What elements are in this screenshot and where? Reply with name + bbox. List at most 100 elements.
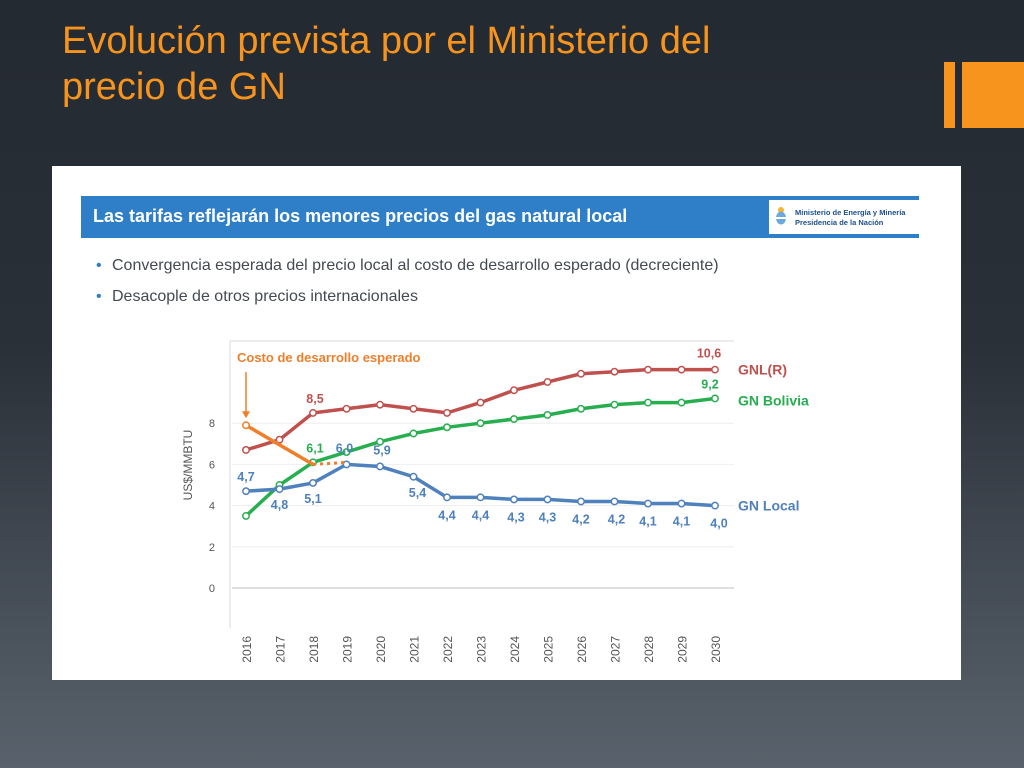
x-tick-label: 2022	[441, 636, 455, 663]
data-label: 4,4	[472, 508, 489, 522]
data-point	[610, 367, 619, 376]
decorative-bar-thick	[962, 62, 1024, 128]
panel-banner: Las tarifas reflejarán los menores preci…	[81, 196, 919, 238]
x-tick-label: 2017	[274, 636, 288, 663]
x-tick-label: 2024	[508, 636, 522, 663]
data-point	[610, 497, 619, 506]
data-label: 4,2	[572, 512, 589, 526]
data-point	[711, 501, 719, 510]
ministry-logo-box: Ministerio de Energía y Minería Presiden…	[769, 200, 919, 234]
y-tick-label: 2	[209, 542, 215, 554]
data-point	[342, 404, 351, 413]
x-tick-label: 2016	[240, 636, 254, 663]
data-label: 5,9	[373, 443, 390, 457]
data-point	[577, 404, 585, 413]
data-label: 5,4	[409, 486, 426, 500]
data-point	[242, 446, 250, 454]
data-point	[577, 497, 585, 506]
x-tick-label: 2018	[307, 636, 321, 663]
x-tick-label: 2026	[575, 636, 589, 663]
bullet-icon: •	[96, 257, 102, 274]
content-panel: Las tarifas reflejarán los menores preci…	[52, 166, 961, 680]
data-label: 8,5	[306, 392, 323, 406]
x-tick-label: 2023	[475, 636, 489, 663]
y-tick-label: 8	[209, 418, 215, 430]
data-point	[409, 429, 418, 438]
legend-gn-local: GN Local	[738, 498, 799, 514]
title-line-2: precio de GN	[62, 66, 286, 108]
series-line	[245, 367, 715, 452]
annotation-arrow-head	[242, 411, 250, 419]
data-point	[275, 485, 284, 494]
data-label: 4,3	[507, 510, 524, 524]
x-tick-label: 2020	[374, 636, 388, 663]
slide-title: Evolución prevista por el Ministerio del…	[62, 18, 882, 110]
data-point	[242, 511, 250, 520]
data-point	[510, 386, 518, 395]
x-tick-label: 2030	[709, 636, 723, 663]
x-tick-label: 2021	[408, 636, 422, 663]
data-point	[242, 487, 250, 496]
data-label: 4,0	[710, 517, 727, 531]
data-point	[711, 365, 719, 374]
data-point	[644, 365, 652, 374]
presidency-name: Presidencia de la Nación	[795, 218, 884, 227]
data-point	[376, 400, 384, 409]
data-label: 4,8	[271, 498, 288, 512]
price-line-chart: 0 2 4 6 8 US$/MMBTU 2016 2017 2018 2019 2020 2021 20…	[181, 340, 809, 663]
banner-title: Las tarifas reflejarán los menores preci…	[93, 206, 628, 226]
data-point	[309, 408, 317, 417]
cost-line-dotted	[312, 460, 347, 466]
y-tick-label: 6	[209, 459, 215, 471]
title-line-1: Evolución prevista por el Ministerio del	[62, 20, 711, 62]
data-point	[342, 448, 351, 456]
bullet-item: • Desacople de otros precios internaciona…	[96, 288, 418, 306]
data-point	[543, 378, 552, 386]
data-label: 4,1	[673, 515, 690, 529]
y-tick-label: 4	[209, 501, 215, 513]
data-point	[443, 408, 451, 417]
data-label: 5,1	[304, 492, 321, 506]
x-tick-label: 2027	[609, 636, 623, 663]
data-point	[342, 460, 351, 469]
data-label: 4,7	[237, 470, 254, 484]
bullet-item: • Convergencia esperada del precio local …	[96, 257, 719, 275]
legend-gn-bolivia: GN Bolivia	[738, 392, 809, 408]
x-tick-label: 2029	[676, 636, 690, 663]
data-point	[577, 369, 585, 378]
data-point	[476, 493, 485, 502]
cost-data-point	[242, 421, 250, 430]
data-label: 4,2	[608, 512, 625, 526]
cost-line	[245, 423, 314, 466]
legend-gnl: GNL(R)	[738, 362, 787, 378]
y-axis-label: US$/MMBTU	[181, 430, 195, 501]
x-tick-label: 2028	[642, 636, 656, 663]
data-point	[476, 398, 485, 407]
y-tick-label: 0	[209, 583, 215, 595]
data-point	[644, 499, 652, 508]
data-point	[476, 419, 485, 428]
x-tick-label: 2019	[341, 636, 355, 663]
data-point	[677, 499, 686, 508]
data-label: 4,4	[438, 508, 455, 522]
data-point	[376, 462, 384, 471]
data-point	[543, 411, 552, 419]
decorative-bar-thin	[944, 62, 955, 128]
ministry-name: Ministerio de Energía y Minería	[795, 208, 906, 217]
data-point	[711, 394, 719, 403]
data-point	[677, 398, 686, 407]
x-tick-label: 2025	[542, 636, 556, 663]
data-point	[309, 478, 317, 487]
data-point	[510, 495, 518, 504]
data-point	[610, 400, 619, 409]
data-point	[409, 472, 418, 481]
bullet-text: Desacople de otros precios internacional…	[112, 288, 418, 305]
data-label: 9,2	[701, 377, 718, 391]
data-point	[677, 365, 686, 374]
data-point	[409, 404, 418, 413]
argentina-coat-of-arms-icon	[776, 207, 786, 225]
data-point	[644, 398, 652, 407]
data-point	[443, 493, 451, 502]
data-label: 6,0	[336, 441, 353, 455]
cost-annotation: Costo de desarrollo esperado	[237, 350, 421, 365]
